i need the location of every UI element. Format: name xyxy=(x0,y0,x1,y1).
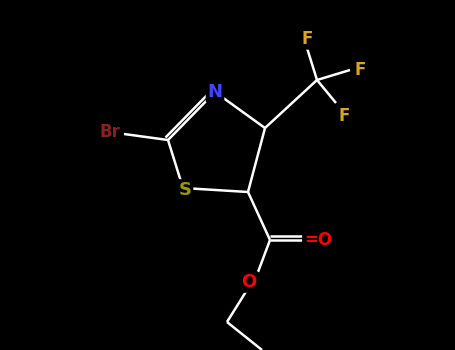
Text: O: O xyxy=(241,273,257,291)
Text: F: F xyxy=(301,30,313,48)
Text: F: F xyxy=(354,61,366,79)
Text: F: F xyxy=(339,107,350,125)
Text: Br: Br xyxy=(100,123,121,141)
Text: =O: =O xyxy=(304,231,332,249)
Text: S: S xyxy=(178,181,192,199)
Text: N: N xyxy=(207,83,222,101)
